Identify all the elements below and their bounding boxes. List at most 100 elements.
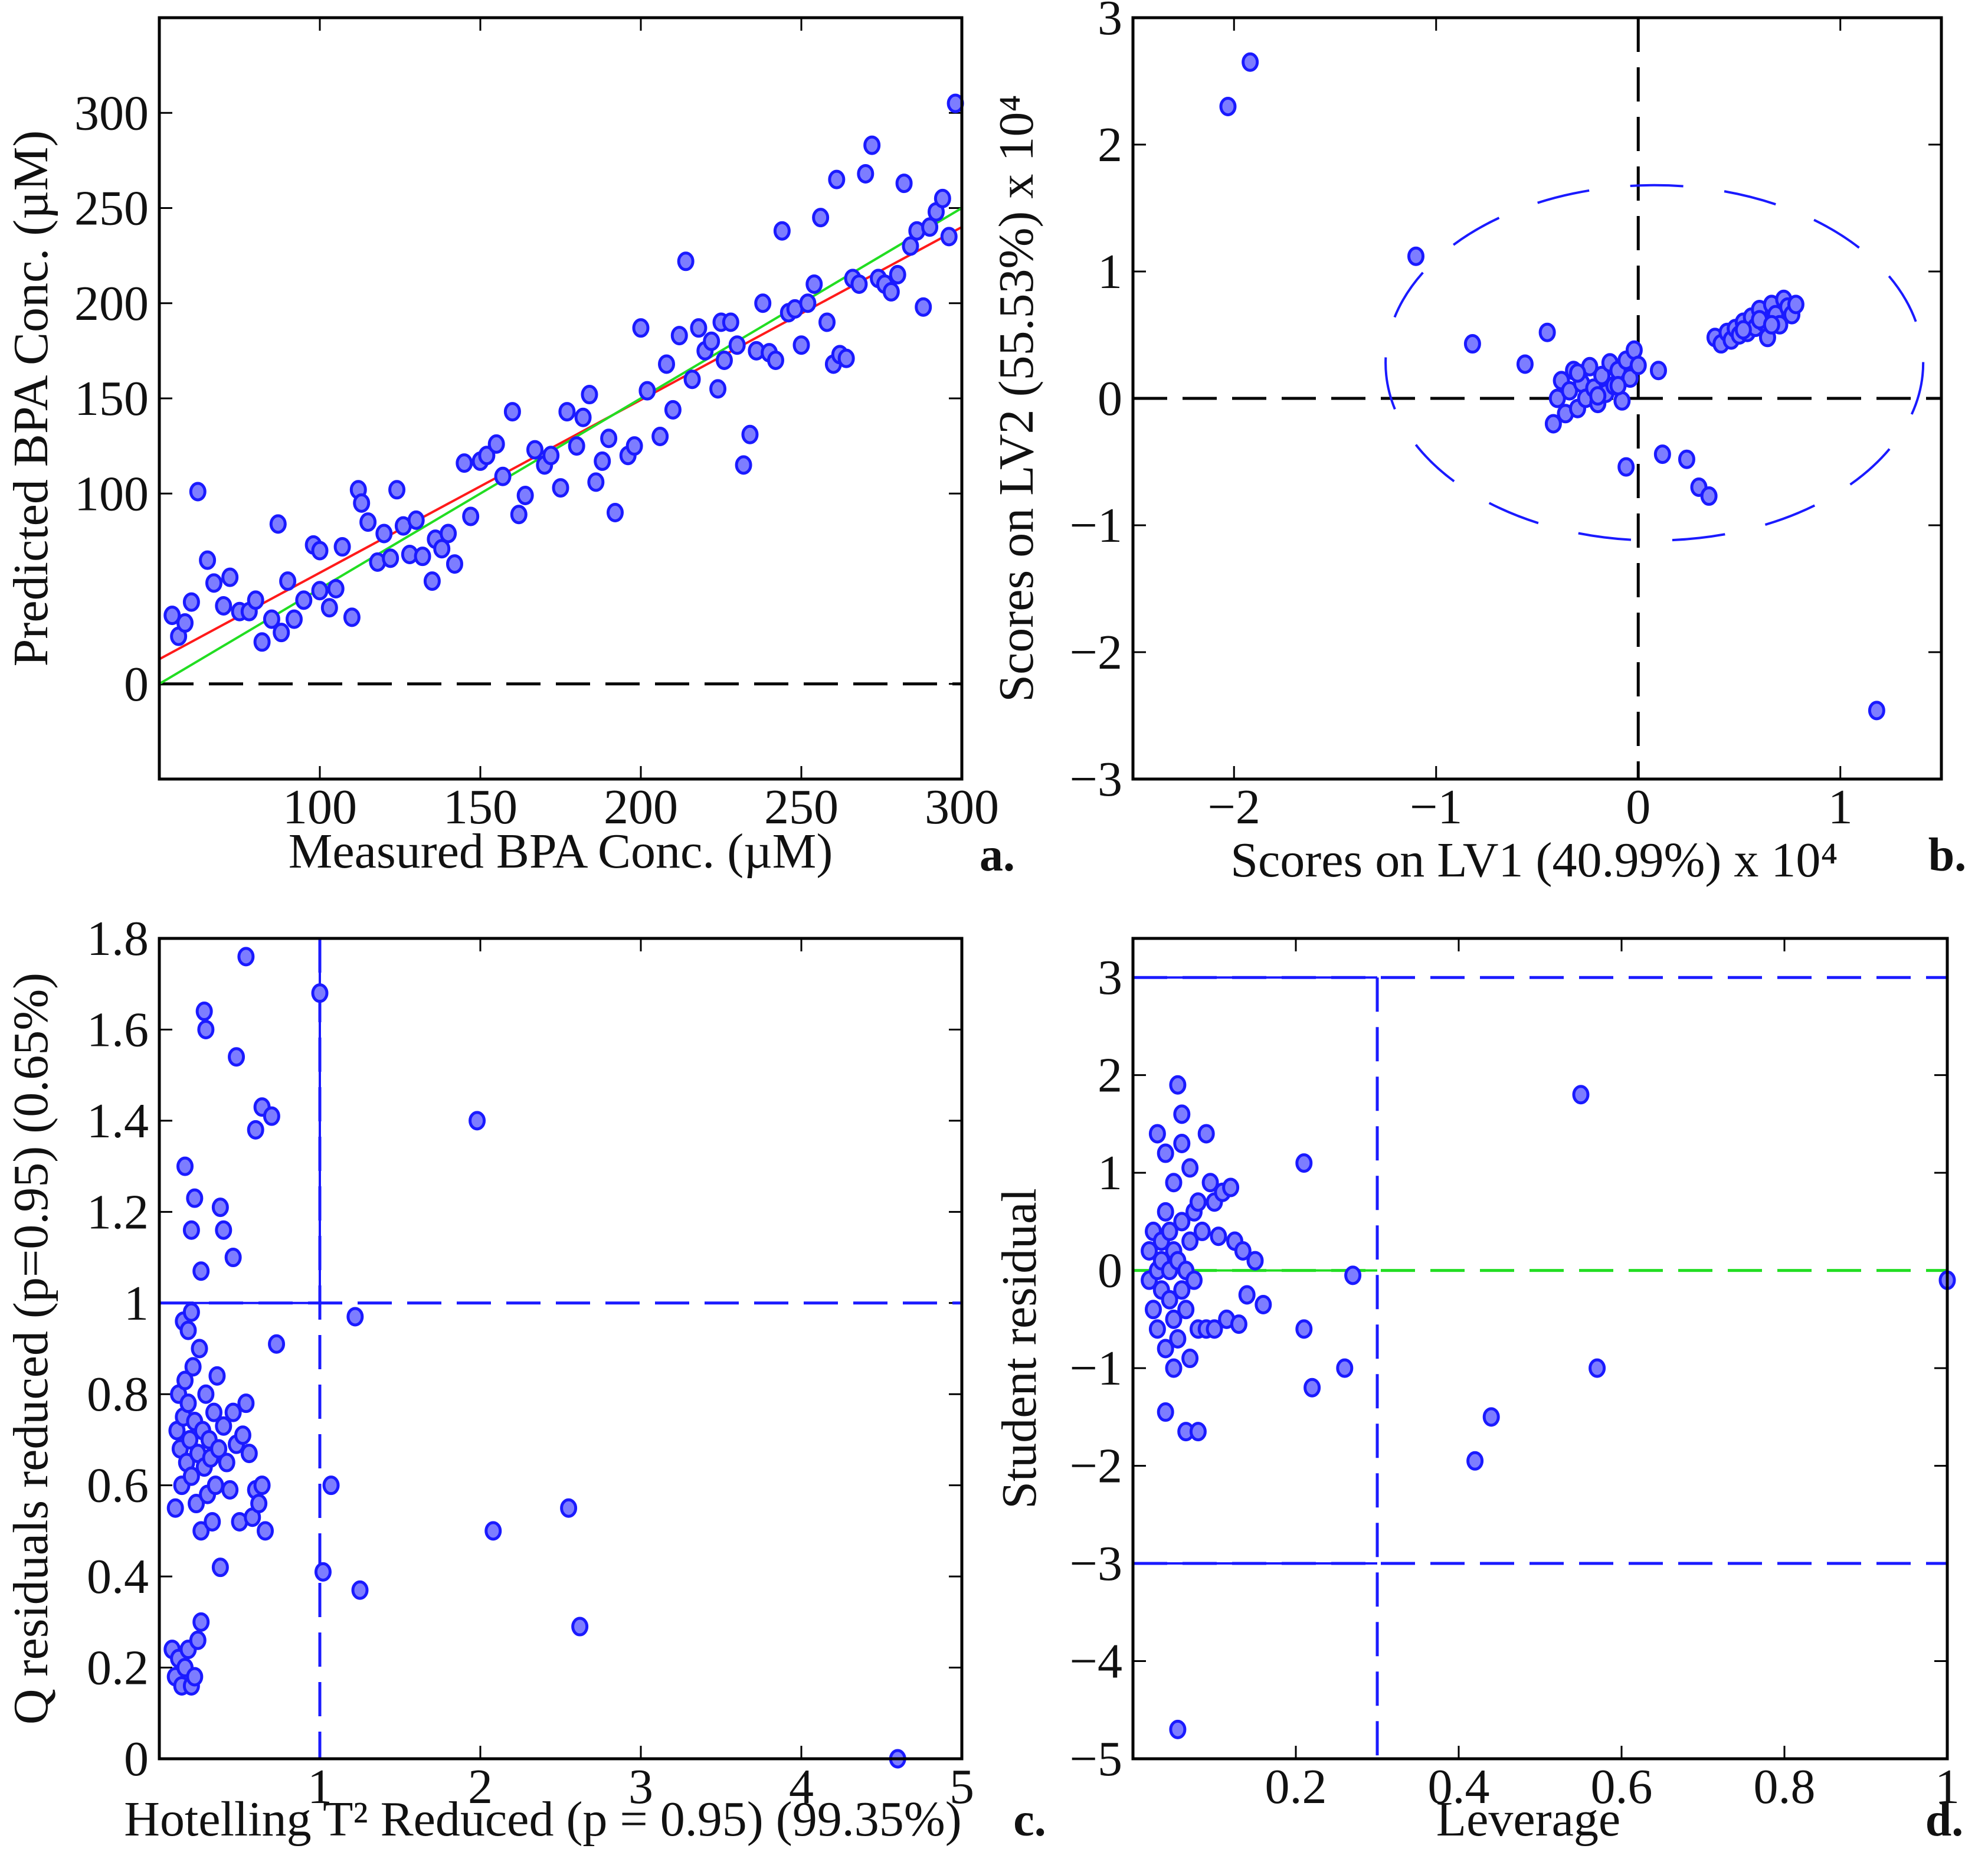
data-point — [343, 607, 361, 627]
data-point — [1230, 1314, 1247, 1334]
data-point — [440, 523, 457, 544]
data-point — [314, 1562, 332, 1582]
data-point — [197, 1019, 215, 1039]
data-point — [423, 571, 441, 591]
plot-frame — [158, 937, 964, 1761]
data-point — [237, 947, 255, 967]
data-point — [279, 571, 297, 591]
data-point — [1242, 52, 1259, 72]
x-tick-label: 0.2 — [1265, 1759, 1327, 1814]
data-point — [1219, 97, 1237, 116]
data-point — [1177, 1300, 1195, 1320]
data-point — [568, 436, 585, 456]
data-point — [863, 135, 881, 155]
data-point — [205, 1402, 222, 1422]
data-point — [333, 537, 351, 557]
x-tick-label: −1 — [1410, 780, 1462, 835]
y-tick-label: 0 — [1098, 371, 1122, 426]
data-point — [677, 251, 695, 271]
data-point — [741, 424, 759, 444]
data-point — [382, 548, 399, 568]
y-tick-label: 1 — [124, 1276, 149, 1331]
data-point — [1165, 1173, 1183, 1193]
y-tick-label: 0.6 — [87, 1458, 149, 1513]
data-point — [715, 351, 733, 370]
data-point — [1157, 1202, 1174, 1222]
data-point — [433, 539, 451, 559]
x-tick-label: 4 — [789, 1759, 814, 1814]
y-tick-label: 200 — [74, 276, 149, 331]
y-tick-label: 0.4 — [87, 1549, 149, 1604]
data-point — [1197, 1124, 1215, 1144]
data-point — [253, 1475, 271, 1496]
data-point — [469, 1111, 486, 1131]
data-point — [1185, 1270, 1203, 1290]
x-tick-label: −2 — [1208, 780, 1260, 835]
data-point — [269, 514, 287, 534]
data-point — [1650, 361, 1667, 381]
y-tick-label: 3 — [1098, 0, 1122, 45]
data-point — [197, 1384, 215, 1404]
y-tick-label: 1.6 — [87, 1002, 149, 1057]
data-point — [850, 274, 868, 294]
y-tick-label: 0.8 — [87, 1367, 149, 1422]
data-point — [1516, 354, 1534, 374]
data-point — [188, 1494, 205, 1514]
data-point — [526, 440, 543, 460]
data-point — [176, 1370, 194, 1390]
data-point — [709, 379, 727, 399]
data-point — [1868, 701, 1885, 721]
chart-c: 1 2 3 4 5 0 0.2 0.4 0.6 0.8 1 1.2 1.4 1.6 1.8 Hotelling… — [4, 911, 1046, 1847]
data-point — [189, 1630, 207, 1650]
data-point — [1629, 355, 1647, 375]
data-point — [799, 293, 817, 313]
x-tick-label: 0.8 — [1754, 1759, 1816, 1814]
data-point — [487, 434, 505, 454]
data-point — [191, 1339, 208, 1359]
data-point — [1148, 1124, 1166, 1144]
y-axis-label: Scores on LV2 (55.53%) x 10⁴ — [989, 94, 1044, 702]
data-point — [215, 596, 232, 616]
data-point — [552, 478, 569, 498]
y-tick-label: 100 — [74, 466, 149, 521]
data-point — [215, 1220, 232, 1240]
data-point — [1173, 1104, 1191, 1124]
data-point — [1538, 322, 1556, 342]
data-point — [703, 331, 720, 351]
data-point — [184, 1357, 202, 1377]
data-point — [1201, 1173, 1219, 1193]
data-point — [192, 1521, 210, 1541]
data-point — [1161, 1221, 1178, 1241]
data-point — [253, 632, 271, 652]
y-tick-label: 3 — [1098, 950, 1122, 1005]
data-point — [638, 381, 656, 401]
data-point — [1609, 376, 1627, 395]
y-tick-label: 1.2 — [87, 1185, 149, 1239]
chart-a: 100 150 200 250 300 0 100 150 200 250 300 Measured … — [4, 16, 1015, 881]
y-axis-label: Q residuals reduced (p=0.95) (0.65%) — [4, 973, 58, 1725]
data-point — [224, 1248, 242, 1268]
data-point — [320, 598, 338, 618]
data-point — [600, 428, 618, 449]
data-point — [812, 208, 830, 228]
data-point — [1700, 486, 1718, 506]
data-point — [542, 446, 560, 466]
data-point — [353, 493, 371, 513]
x-tick-label: 3 — [628, 1759, 653, 1814]
data-point — [192, 1261, 210, 1281]
y-tick-label: 1.8 — [87, 911, 149, 966]
data-point — [895, 174, 913, 194]
fit-line — [159, 225, 962, 660]
data-point — [921, 217, 939, 237]
data-point — [247, 1120, 264, 1140]
y-tick-label: −3 — [1070, 752, 1122, 807]
y-tick-label: −3 — [1070, 1536, 1122, 1591]
data-point — [728, 335, 746, 355]
data-point — [606, 503, 624, 522]
data-point — [250, 1494, 268, 1514]
data-point — [221, 1480, 239, 1500]
data-point — [221, 567, 239, 587]
data-point — [462, 506, 480, 526]
data-point — [857, 163, 875, 184]
data-point — [456, 453, 473, 473]
